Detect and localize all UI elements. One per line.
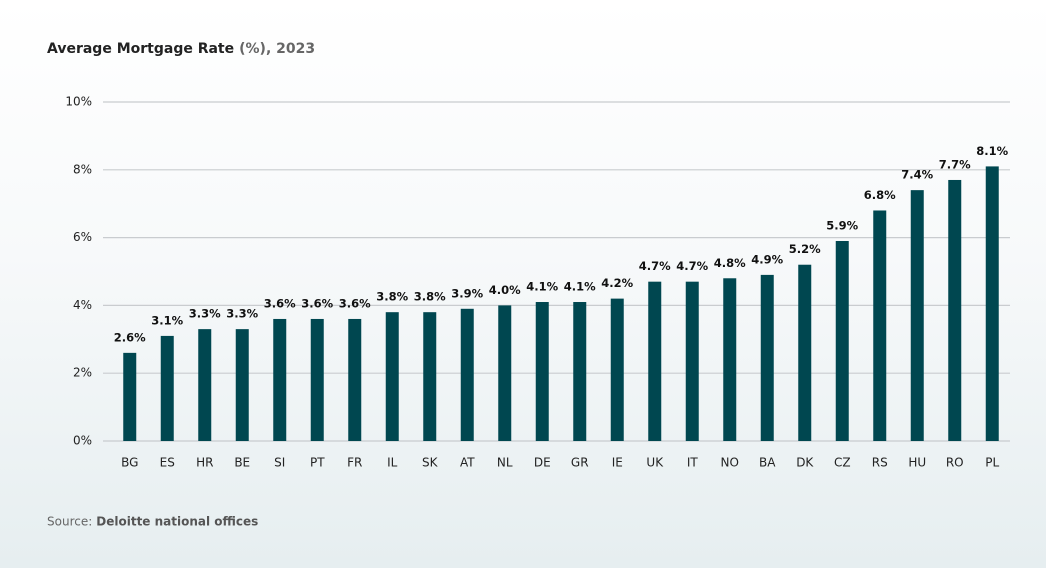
value-label: 4.7% (639, 259, 671, 273)
x-tick-label: BG (121, 456, 138, 470)
bar (798, 264, 812, 441)
x-tick-label: NL (497, 456, 513, 470)
value-label: 3.6% (264, 296, 296, 310)
value-label: 5.9% (826, 218, 858, 232)
x-tick-label: BE (234, 456, 250, 470)
value-label: 4.0% (489, 283, 521, 297)
y-tick-label: 0% (73, 434, 92, 448)
chart-title: Average Mortgage Rate (47, 41, 234, 57)
bar (235, 329, 249, 441)
value-label: 8.1% (976, 144, 1008, 158)
x-tick-label: NO (721, 456, 739, 470)
x-tick-label: PL (985, 456, 999, 470)
x-tick-label: HU (908, 456, 926, 470)
y-tick-label: 2% (73, 366, 92, 380)
value-label: 2.6% (114, 330, 146, 344)
x-tick-label: HR (196, 456, 213, 470)
value-label: 3.6% (339, 296, 371, 310)
bar (423, 312, 437, 441)
bar (160, 335, 174, 441)
x-tick-label: PT (310, 456, 325, 470)
x-tick-label: GR (571, 456, 589, 470)
bar (385, 312, 399, 441)
value-label: 4.1% (564, 280, 596, 294)
bar (910, 190, 924, 441)
bar (873, 210, 887, 441)
bar (498, 305, 512, 441)
bar (348, 318, 362, 441)
source-label: Source: (47, 515, 92, 529)
value-label: 3.8% (414, 290, 446, 304)
y-tick-label: 6% (73, 230, 92, 244)
bar (985, 166, 999, 441)
x-tick-label: DE (534, 456, 551, 470)
x-tick-label: SI (274, 456, 285, 470)
x-tick-label: BA (759, 456, 776, 470)
bar (835, 240, 849, 441)
bar (198, 329, 212, 441)
x-tick-label: DK (796, 456, 814, 470)
x-tick-label: RO (946, 456, 964, 470)
x-tick-label: SK (422, 456, 439, 470)
value-label: 3.6% (301, 296, 333, 310)
bar (573, 302, 587, 441)
bar (460, 308, 474, 441)
x-tick-label: IT (687, 456, 699, 470)
bar (760, 274, 774, 441)
y-tick-label: 8% (73, 162, 92, 176)
chart-title-note: (%), 2023 (239, 41, 315, 57)
value-label: 3.9% (451, 286, 483, 300)
source: Deloitte national offices (96, 515, 258, 529)
value-label: 3.3% (226, 307, 258, 321)
value-label: 4.1% (526, 280, 558, 294)
bar (123, 352, 137, 441)
value-label: 6.8% (864, 188, 896, 202)
bar (535, 302, 549, 441)
bar (685, 281, 699, 441)
y-tick-label: 4% (73, 298, 92, 312)
value-label: 7.7% (939, 157, 971, 171)
x-tick-label: UK (646, 456, 664, 470)
x-tick-label: CZ (834, 456, 851, 470)
x-tick-label: AT (460, 456, 475, 470)
value-label: 3.3% (189, 307, 221, 321)
bar (648, 281, 662, 441)
value-label: 3.1% (151, 313, 183, 327)
x-tick-label: FR (347, 456, 362, 470)
value-label: 3.8% (376, 290, 408, 304)
bar (610, 298, 624, 441)
bar (273, 318, 287, 441)
x-tick-label: IE (612, 456, 623, 470)
value-label: 4.7% (676, 259, 708, 273)
x-tick-label: IL (387, 456, 398, 470)
x-tick-label: ES (160, 456, 175, 470)
x-tick-label: RS (872, 456, 888, 470)
value-label: 4.8% (714, 256, 746, 270)
value-label: 4.9% (751, 252, 783, 266)
value-label: 7.4% (901, 168, 933, 182)
bar (948, 179, 962, 441)
value-label: 5.2% (789, 242, 821, 256)
bar (310, 318, 324, 441)
value-label: 4.2% (601, 276, 633, 290)
y-tick-label: 10% (65, 95, 92, 109)
bar (723, 278, 737, 441)
